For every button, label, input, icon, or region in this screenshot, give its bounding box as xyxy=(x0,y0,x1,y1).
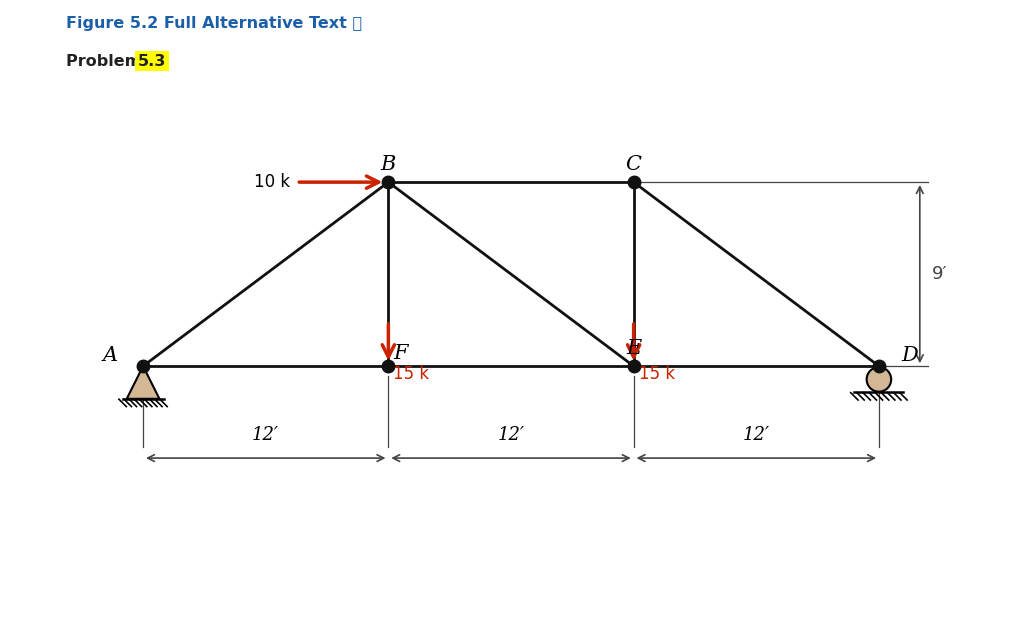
Text: A: A xyxy=(103,346,118,365)
Text: E: E xyxy=(626,339,641,358)
Text: B: B xyxy=(380,155,397,175)
Text: 12′: 12′ xyxy=(252,426,279,444)
Text: 9′: 9′ xyxy=(932,265,947,283)
Text: 12′: 12′ xyxy=(743,426,770,444)
Text: 5.3: 5.3 xyxy=(138,54,167,69)
Circle shape xyxy=(867,367,891,392)
Text: 10 k: 10 k xyxy=(254,173,290,191)
Text: 12′: 12′ xyxy=(498,426,524,444)
Text: D: D xyxy=(901,346,918,365)
Text: F: F xyxy=(393,345,408,364)
Text: C: C xyxy=(625,155,642,175)
Text: 15 k: 15 k xyxy=(393,365,429,383)
Text: Figure 5.2 Full Alternative Text ⧉: Figure 5.2 Full Alternative Text ⧉ xyxy=(66,16,363,31)
Text: Problem: Problem xyxy=(66,54,147,69)
Polygon shape xyxy=(127,366,159,399)
Text: 15 k: 15 k xyxy=(639,365,675,383)
